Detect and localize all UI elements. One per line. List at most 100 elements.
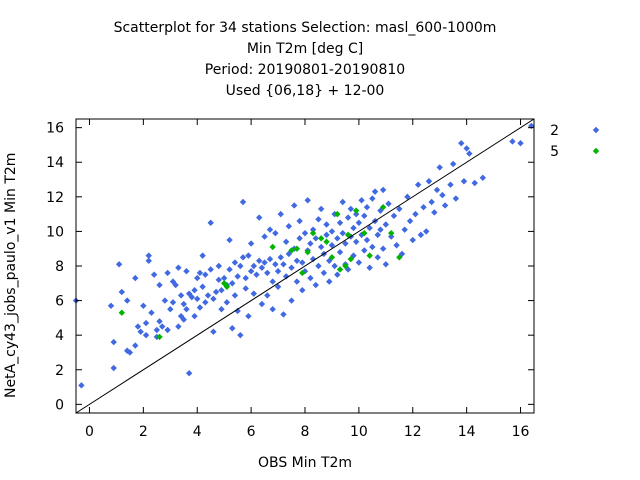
point-series-2-117 [293,278,301,285]
legend-marker-5 [592,147,600,155]
point-series-2-209 [458,140,465,147]
point-series-2-214 [479,174,487,181]
point-series-2-104 [277,254,284,261]
point-series-2-59 [212,288,220,296]
point-series-2-125 [304,197,311,204]
point-series-2-122 [301,229,309,237]
point-series-2-215 [509,138,516,145]
point-series-2-83 [247,267,255,275]
point-series-2-148 [336,219,344,226]
point-series-5-13 [334,210,341,218]
point-series-2-99 [269,306,276,313]
point-series-2-21 [153,326,161,334]
point-series-2-36 [177,292,185,299]
point-series-2-95 [264,292,271,299]
point-series-2-7 [123,297,131,304]
legend-label-5: 5 [550,144,559,160]
point-series-2-18 [145,257,152,265]
point-series-2-107 [280,311,287,318]
point-series-5-0 [118,309,125,316]
point-series-5-21 [379,204,387,211]
point-series-2-157 [347,205,354,213]
x-tick-label-10: 10 [350,424,368,440]
x-tick-label-6: 6 [247,424,256,440]
title-line-4: Used {06,18} + 12-00 [225,83,385,99]
x-tick-label-4: 4 [193,424,202,440]
point-series-2-86 [250,290,258,297]
point-series-5-1 [156,333,163,341]
point-series-2-37 [180,300,187,308]
y-tick-label-12: 12 [46,190,64,206]
point-series-2-91 [258,300,266,308]
point-series-2-168 [363,204,371,211]
point-series-5-8 [304,248,311,256]
point-series-2-98 [269,278,276,285]
point-series-2-15 [142,319,150,327]
title-line-3: Period: 20190801-20190810 [204,62,406,78]
point-series-2-119 [296,217,303,225]
point-series-2-106 [280,261,287,268]
point-series-2-181 [379,186,387,194]
y-tick-label-14: 14 [46,155,64,171]
point-series-2-62 [218,287,225,294]
point-series-2-138 [323,231,330,239]
point-series-2-171 [366,264,373,271]
point-series-2-4 [110,364,117,372]
point-series-5-5 [288,247,295,254]
point-series-2-57 [210,295,217,303]
point-series-2-96 [266,255,274,263]
legend-label-2: 2 [550,123,559,139]
point-series-2-1 [78,382,85,389]
point-series-2-182 [382,221,390,228]
point-series-2-3 [110,338,117,346]
point-series-2-208 [452,195,460,202]
x-axis-label: OBS Min T2m [257,455,353,471]
point-series-2-76 [237,331,244,339]
point-series-2-63 [218,306,225,313]
point-series-2-24 [156,281,163,289]
x-tick-label-2: 2 [139,424,148,440]
point-series-2-161 [352,238,360,245]
point-series-2-127 [307,274,314,282]
point-series-2-126 [307,240,314,247]
point-series-2-55 [207,219,214,226]
point-series-2-128 [309,226,317,233]
reference-line-layer [75,118,535,414]
point-series-2-17 [145,252,152,259]
point-series-2-100 [272,261,279,268]
point-series-2-121 [299,287,306,294]
point-series-2-158 [350,224,357,232]
point-series-5-9 [309,229,317,237]
point-series-5-18 [352,207,360,214]
point-series-2-193 [409,236,416,244]
point-series-2-44 [191,287,198,294]
point-series-2-201 [431,209,438,216]
point-series-5-20 [366,252,373,259]
point-series-2-9 [126,349,134,356]
point-series-5-17 [347,255,354,263]
point-series-2-129 [309,255,317,263]
point-series-2-169 [363,236,371,244]
point-series-2-84 [247,240,255,247]
point-series-2-53 [202,299,209,306]
point-series-2-132 [315,216,322,223]
point-series-2-162 [355,219,363,226]
point-series-2-23 [156,318,163,325]
x-tick-label-8: 8 [301,424,310,440]
point-series-5-6 [293,245,301,252]
point-series-2-137 [320,269,328,277]
point-series-2-67 [226,266,233,273]
point-series-2-152 [342,240,349,247]
point-series-2-120 [299,259,306,266]
point-series-2-85 [250,262,258,270]
point-series-2-27 [164,326,171,334]
point-series-2-34 [175,264,182,271]
point-series-2-12 [134,323,142,330]
point-series-2-50 [199,252,206,259]
point-series-2-60 [215,276,222,284]
point-series-2-210 [460,178,468,185]
point-series-2-38 [180,316,187,323]
point-series-2-183 [382,261,390,268]
point-series-2-154 [344,214,352,221]
